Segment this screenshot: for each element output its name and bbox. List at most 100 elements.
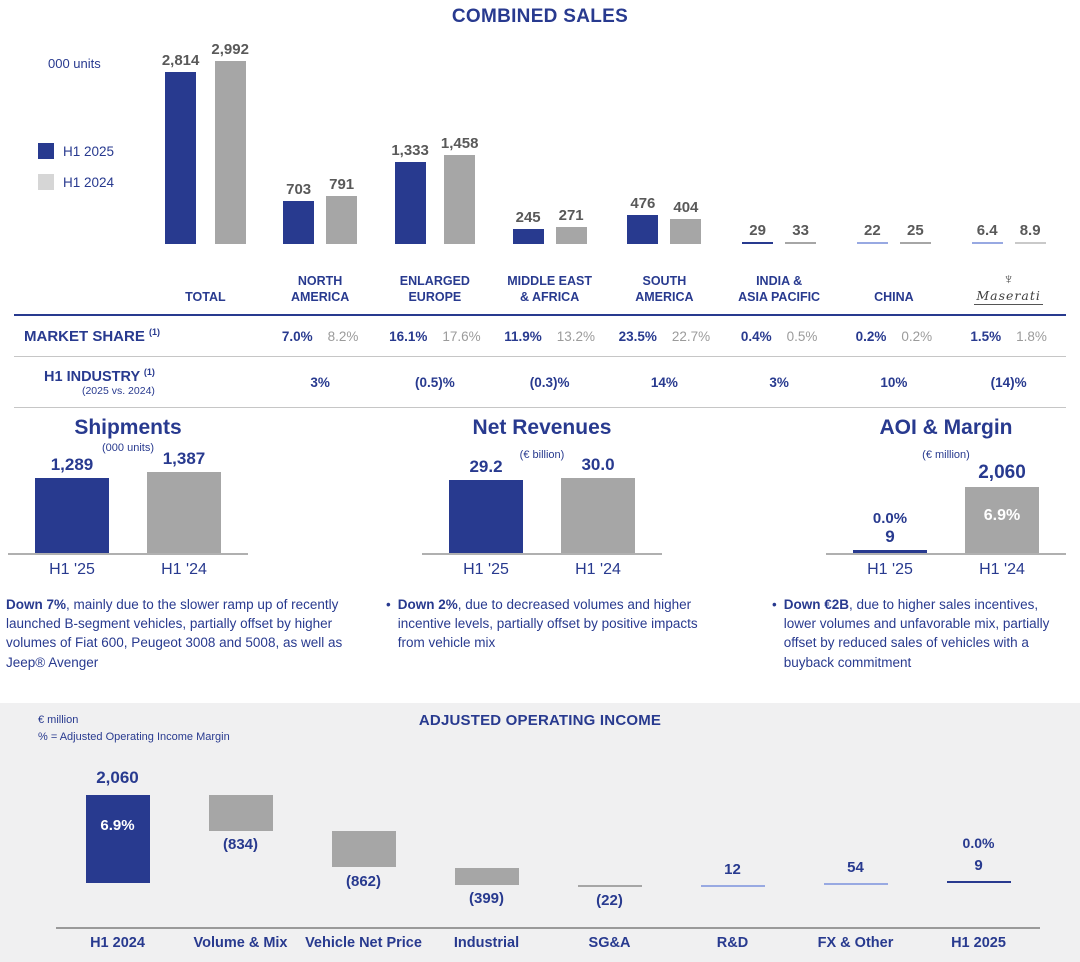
bar-value: 29 bbox=[749, 222, 766, 239]
commentary-text: Down 7%, mainly due to the slower ramp u… bbox=[6, 597, 343, 670]
divider bbox=[14, 314, 1066, 316]
wf-col-volume-mix: (834) Volume & Mix bbox=[179, 755, 302, 959]
bar-value: 245 bbox=[515, 209, 541, 226]
shipments-chart: (000 units) 1,289 1,387 bbox=[8, 441, 248, 554]
bar-value: 1,289 bbox=[50, 455, 94, 475]
bar-h1-2024-total bbox=[214, 61, 246, 244]
column-header-enlarged-europe: ENLARGED EUROPE bbox=[399, 273, 470, 304]
category-label: H1 2024 bbox=[90, 935, 145, 951]
wf-bar-fx-other bbox=[823, 882, 888, 885]
shipments-units: (000 units) bbox=[102, 442, 154, 455]
bar-value: 2,814 bbox=[161, 52, 200, 69]
bar-value: 12 bbox=[724, 860, 741, 878]
net-revenues-block: Net Revenues (€ billion) 29.2 30.0 H1 '2… bbox=[362, 416, 722, 672]
market-share-middle-east-africa: 11.9% 13.2% bbox=[504, 328, 596, 344]
bar-value: 1,333 bbox=[391, 142, 429, 159]
sales-group-china: 22 25 bbox=[837, 222, 952, 244]
bar-value: 25 bbox=[907, 222, 924, 239]
bar-value: 54 bbox=[847, 858, 864, 876]
bar-value: 476 bbox=[630, 195, 656, 212]
legend-label: H1 2024 bbox=[63, 174, 115, 190]
sales-group-south-america: 476 404 bbox=[607, 195, 722, 244]
aoi-chart: (€ million) 0.0% 9 2,060 6.9% bbox=[826, 441, 1066, 554]
bar-h1-2025-china bbox=[856, 242, 888, 244]
sales-group-north-america: 703 791 bbox=[263, 176, 378, 244]
bar-value: 404 bbox=[673, 199, 699, 216]
bar-h1-25 bbox=[853, 550, 927, 554]
industry-north-america: 3% bbox=[310, 374, 330, 390]
category-label: Vehicle Net Price bbox=[305, 935, 422, 951]
wf-col-r-d: 12 R&D bbox=[671, 755, 794, 959]
h1-industry-row: H1 INDUSTRY (1) (2025 vs. 2024) 3% (0.5)%… bbox=[0, 357, 1080, 407]
market-share-label: MARKET SHARE (1) bbox=[24, 327, 161, 345]
divider bbox=[14, 356, 1066, 357]
combined-sales-legend-area: 000 units H1 2025 H1 2024 bbox=[0, 30, 148, 244]
units-label: 000 units bbox=[48, 56, 101, 71]
maserati-wordmark: Maserati bbox=[974, 287, 1043, 305]
bar-h1-2024-china bbox=[899, 242, 931, 244]
aoi-margin-block: AOI & Margin (€ million) 0.0% 9 2,060 6.… bbox=[722, 416, 1074, 672]
bullet-icon: • bbox=[386, 597, 391, 613]
bar-h1-25 bbox=[449, 480, 523, 554]
industry-middle-east-africa: (0.3)% bbox=[529, 374, 570, 390]
note-units: € million bbox=[38, 714, 79, 726]
net-revenues-commentary: • Down 2%, due to decreased volumes and … bbox=[386, 595, 706, 652]
category-label: H1 '24 bbox=[979, 561, 1025, 579]
axis-line bbox=[8, 553, 248, 556]
wf-col-h1-2024: 2,060 6.9% H1 2024 bbox=[56, 755, 179, 959]
margin-value: 6.9% bbox=[983, 507, 1021, 525]
legend-swatch-icon bbox=[38, 174, 54, 190]
industry-enlarged-europe: (0.5)% bbox=[414, 374, 455, 390]
h1-industry-sublabel: (2025 vs. 2024) bbox=[81, 384, 155, 397]
bar-value: 703 bbox=[286, 181, 312, 198]
sales-group-total: 2,814 2,992 bbox=[148, 41, 263, 244]
bar-h1-2025-total bbox=[165, 72, 197, 244]
market-share-south-america: 23.5% 22.7% bbox=[618, 328, 711, 344]
sales-group-india-asia-pacific: 29 33 bbox=[722, 222, 837, 244]
column-header-china: CHINA bbox=[874, 289, 914, 304]
sales-group-enlarged-europe: 1,333 1,458 bbox=[378, 135, 493, 244]
bar-value: 22 bbox=[864, 222, 881, 239]
legend-swatch-icon bbox=[38, 143, 54, 159]
aoi-units: (€ million) bbox=[922, 449, 970, 462]
industry-india-asia-pacific: 3% bbox=[769, 374, 789, 390]
wf-col-vehicle-net-price: (862) Vehicle Net Price bbox=[302, 755, 425, 959]
wf-col-sg-a: (22) SG&A bbox=[548, 755, 671, 959]
bar-h1-2024-north-america bbox=[326, 196, 358, 244]
category-label: H1 '25 bbox=[867, 561, 913, 579]
aoi-commentary: • Down €2B, due to higher sales incentiv… bbox=[772, 595, 1072, 672]
sales-group-middle-east-africa: 245 271 bbox=[492, 207, 607, 244]
waterfall-notes: € million % = Adjusted Operating Income … bbox=[38, 712, 230, 745]
market-share-china: 0.2% 0.2% bbox=[855, 328, 933, 344]
wf-bar-sg-a bbox=[577, 884, 642, 887]
bar-h1-2024-india-asia-pacific bbox=[785, 242, 817, 244]
industry-china: 10% bbox=[880, 374, 908, 390]
axis-line bbox=[826, 553, 1066, 556]
column-header-south-america: SOUTH AMERICA bbox=[635, 273, 694, 304]
net-revenues-units: (€ billion) bbox=[519, 449, 565, 462]
bar-value: 29.2 bbox=[469, 457, 503, 477]
category-label: FX & Other bbox=[817, 935, 894, 951]
margin-value: 6.9% bbox=[100, 817, 135, 835]
legend-item-h1-2025: H1 2025 bbox=[38, 143, 148, 159]
bar-value: 2,992 bbox=[211, 41, 249, 58]
kpi-section: Shipments (000 units) 1,289 1,387 H1 '25… bbox=[0, 416, 1080, 672]
shipments-commentary: Down 7%, mainly due to the slower ramp u… bbox=[6, 595, 354, 672]
column-header-middle-east-africa: MIDDLE EAST & AFRICA bbox=[507, 273, 592, 304]
bar-value: 9 bbox=[974, 857, 983, 874]
bar-value: 2,060 bbox=[96, 768, 139, 788]
bar-value: 8.9 bbox=[1019, 222, 1041, 239]
category-label: R&D bbox=[716, 935, 749, 951]
sales-group-maserati: 6.4 8.9 bbox=[951, 222, 1066, 244]
category-label: H1 '25 bbox=[49, 561, 95, 579]
adjusted-operating-income-panel: € million % = Adjusted Operating Income … bbox=[0, 703, 1080, 962]
bar-value: 1,387 bbox=[162, 449, 206, 469]
aoi-title: AOI & Margin bbox=[879, 416, 1013, 439]
legend-label: H1 2025 bbox=[63, 143, 115, 159]
note-margin-def: % = Adjusted Operating Income Margin bbox=[38, 730, 230, 743]
wf-col-fx-other: 54 FX & Other bbox=[794, 755, 917, 959]
wf-bar-h1-2025 bbox=[946, 881, 1011, 883]
bar-value: 6.4 bbox=[976, 222, 998, 239]
wf-bar-h1-2024 bbox=[85, 795, 150, 883]
bar-h1-2025-maserati bbox=[971, 242, 1003, 244]
